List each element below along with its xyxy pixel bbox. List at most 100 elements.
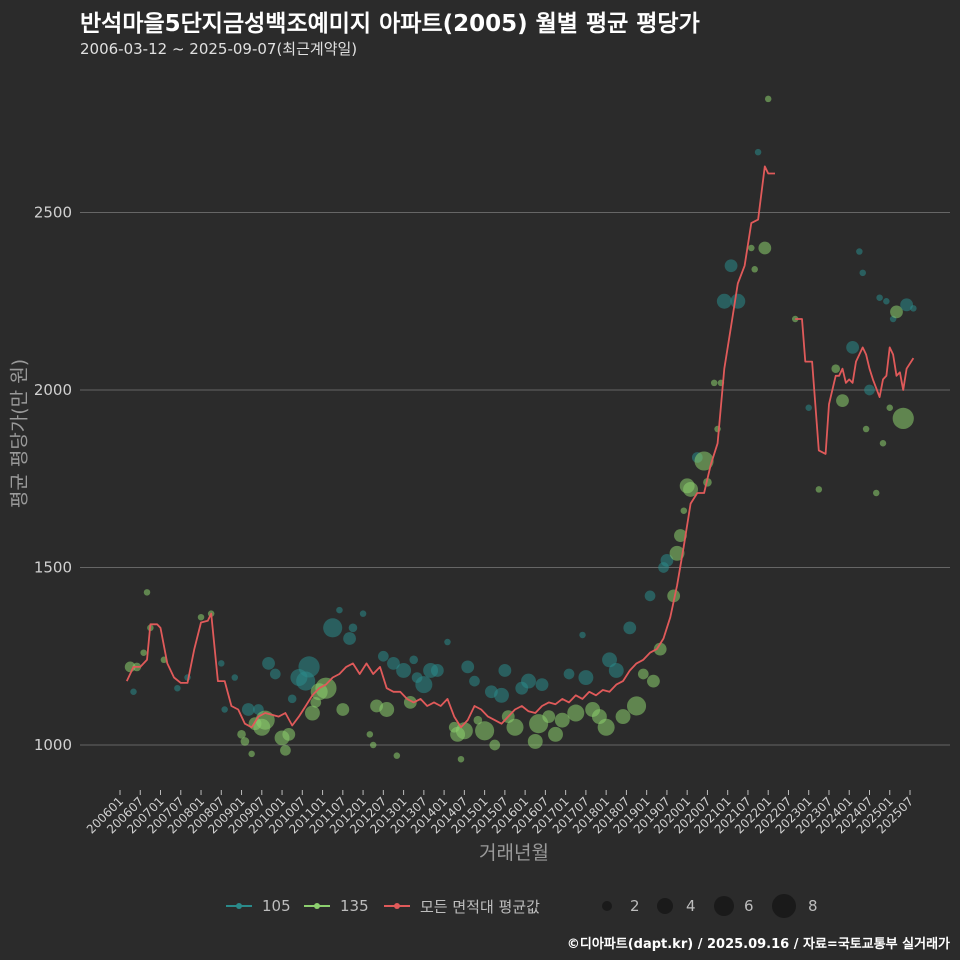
data-point-135 bbox=[836, 394, 849, 408]
legend-swatch-135 bbox=[304, 903, 330, 909]
data-point-105 bbox=[644, 590, 656, 602]
legend-size-6: 6 bbox=[712, 894, 754, 918]
data-point-135 bbox=[748, 244, 755, 252]
data-point-105 bbox=[218, 660, 225, 667]
x-axis-label: 거래년월 bbox=[479, 842, 549, 864]
data-point-105 bbox=[856, 248, 863, 255]
legend-size-4: 4 bbox=[654, 894, 696, 918]
data-point-135 bbox=[143, 589, 151, 596]
legend-size-label-8: 8 bbox=[808, 897, 818, 915]
data-point-105 bbox=[623, 621, 637, 635]
data-point-105 bbox=[724, 259, 738, 273]
data-point-105 bbox=[269, 668, 281, 680]
chart-subtitle: 2006-03-12 ~ 2025-09-07(최근계약일) bbox=[80, 40, 358, 58]
data-point-105 bbox=[231, 674, 239, 681]
data-point-135 bbox=[886, 404, 893, 411]
data-point-105 bbox=[864, 384, 875, 396]
data-point-105 bbox=[387, 656, 400, 670]
data-point-105 bbox=[359, 610, 367, 617]
data-point-105 bbox=[883, 298, 890, 305]
data-point-105 bbox=[287, 694, 297, 704]
data-point-135 bbox=[548, 726, 563, 742]
data-point-105 bbox=[221, 706, 228, 713]
legend-item-105: 105 bbox=[224, 894, 291, 918]
legend-label-135: 135 bbox=[340, 897, 369, 915]
data-point-105 bbox=[396, 663, 412, 678]
data-point-105 bbox=[377, 650, 389, 662]
data-point-135 bbox=[669, 545, 685, 561]
legend-item-135: 135 bbox=[302, 894, 369, 918]
data-point-135 bbox=[237, 730, 246, 739]
data-point-135 bbox=[710, 379, 718, 387]
data-point-135 bbox=[674, 529, 687, 542]
data-point-105 bbox=[323, 618, 343, 638]
legend-size-label-4: 4 bbox=[686, 897, 696, 915]
data-point-135 bbox=[197, 613, 205, 621]
data-point-135 bbox=[369, 741, 377, 749]
data-point-105 bbox=[602, 652, 617, 668]
chart-title: 반석마을5단지금성백조예미지 아파트(2005) 월별 평균 평당가 bbox=[80, 11, 700, 37]
legend-size-label-2: 2 bbox=[630, 897, 640, 915]
data-point-135 bbox=[542, 710, 556, 723]
legend-size-circle-4 bbox=[657, 898, 673, 914]
data-point-135 bbox=[457, 755, 465, 763]
data-point-135 bbox=[751, 266, 758, 273]
data-point-135 bbox=[892, 407, 914, 429]
data-point-135 bbox=[879, 440, 887, 447]
data-point-105 bbox=[444, 638, 451, 646]
data-point-105 bbox=[563, 668, 575, 680]
legend-size-circle-2 bbox=[602, 901, 612, 911]
data-point-135 bbox=[831, 364, 841, 374]
legend-size-label-6: 6 bbox=[744, 897, 754, 915]
data-point-135 bbox=[473, 715, 483, 725]
data-point-135 bbox=[653, 642, 667, 656]
data-point-105 bbox=[521, 673, 536, 689]
legend-swatch-avg bbox=[384, 903, 410, 909]
data-point-105 bbox=[579, 631, 586, 639]
data-point-135 bbox=[282, 727, 296, 741]
data-point-135 bbox=[683, 481, 699, 497]
data-point-135 bbox=[597, 718, 615, 736]
data-point-135 bbox=[680, 507, 688, 514]
data-point-105 bbox=[469, 675, 480, 687]
data-point-135 bbox=[615, 709, 631, 725]
data-point-105 bbox=[608, 663, 624, 678]
data-point-105 bbox=[754, 148, 762, 156]
data-point-105 bbox=[130, 688, 137, 695]
y-tick-label: 2000 bbox=[34, 381, 72, 399]
y-tick-label: 2500 bbox=[34, 204, 72, 222]
data-point-105 bbox=[409, 655, 419, 665]
data-point-105 bbox=[343, 632, 356, 645]
data-point-105 bbox=[900, 298, 914, 312]
data-point-105 bbox=[805, 404, 812, 411]
data-point-105 bbox=[348, 623, 358, 633]
data-point-135 bbox=[890, 305, 903, 319]
data-point-135 bbox=[475, 721, 495, 741]
chart-legend: 105 135 모든 면적대 평균값 2 4 6 8 bbox=[0, 894, 960, 918]
data-point-135 bbox=[506, 718, 524, 736]
y-axis-label: 평균 평당가(만 원) bbox=[8, 358, 31, 509]
data-point-105 bbox=[846, 341, 860, 354]
data-point-135 bbox=[336, 703, 350, 716]
data-point-105 bbox=[535, 678, 549, 692]
data-point-105 bbox=[494, 687, 509, 703]
data-point-135 bbox=[527, 734, 543, 749]
data-point-105 bbox=[262, 656, 275, 670]
data-point-135 bbox=[315, 677, 337, 699]
data-point-135 bbox=[764, 95, 772, 103]
legend-size-circle-6 bbox=[714, 896, 734, 916]
data-point-105 bbox=[461, 660, 475, 674]
legend-label-105: 105 bbox=[262, 897, 291, 915]
legend-size-circle-8 bbox=[772, 894, 796, 918]
legend-swatch-105 bbox=[226, 903, 252, 909]
y-tick-label: 1500 bbox=[34, 559, 72, 577]
data-point-105 bbox=[174, 684, 181, 692]
data-point-135 bbox=[694, 451, 714, 471]
series-line-average bbox=[125, 165, 775, 729]
data-point-135 bbox=[554, 712, 570, 728]
data-point-135 bbox=[667, 589, 681, 603]
legend-item-avg: 모든 면적대 평균값 bbox=[382, 894, 540, 918]
source-caption: ©디아파트(dapt.kr) / 2025.09.16 / 자료=국토교통부 실… bbox=[566, 937, 950, 952]
data-point-135 bbox=[240, 737, 250, 746]
data-point-105 bbox=[859, 269, 866, 277]
